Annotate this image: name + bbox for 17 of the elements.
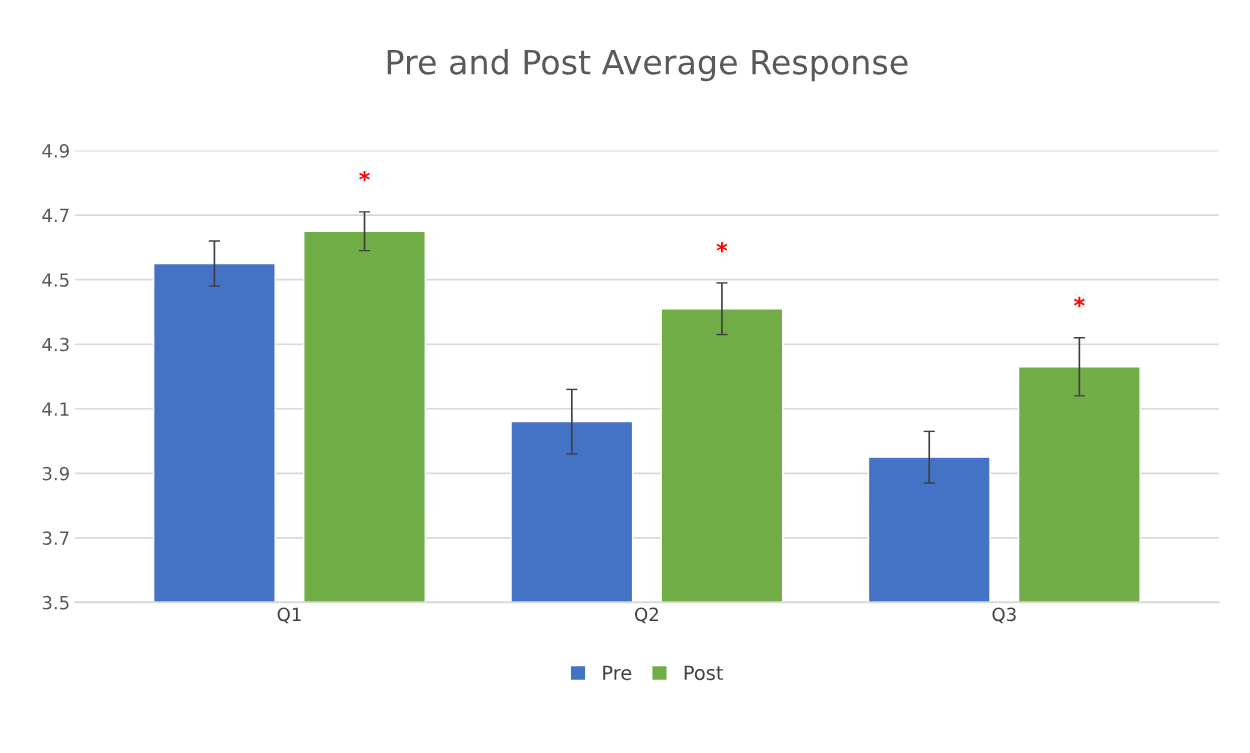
y-tick-label: 4.1 — [42, 402, 69, 416]
y-tick-label: 4.5 — [42, 273, 69, 287]
y-tick-label: 4.7 — [42, 208, 69, 222]
legend-label: Pre — [603, 665, 632, 681]
y-tick-label: 3.7 — [42, 531, 69, 545]
legend-label: Post — [684, 665, 724, 681]
x-tick-label: Q2 — [635, 607, 658, 624]
y-tick-label: 4.9 — [42, 144, 69, 158]
y-tick-label: 3.5 — [42, 595, 69, 610]
chart-title: Pre and Post Average Response — [387, 48, 908, 82]
x-tick-label: Q3 — [992, 607, 1016, 624]
annotation: * — [716, 242, 728, 253]
annotation: * — [1073, 296, 1085, 308]
x-tick-label: Q1 — [277, 607, 301, 624]
y-tick-label: 4.3 — [42, 337, 69, 352]
annotation: * — [359, 171, 370, 182]
y-tick-label: 3.9 — [42, 466, 69, 481]
